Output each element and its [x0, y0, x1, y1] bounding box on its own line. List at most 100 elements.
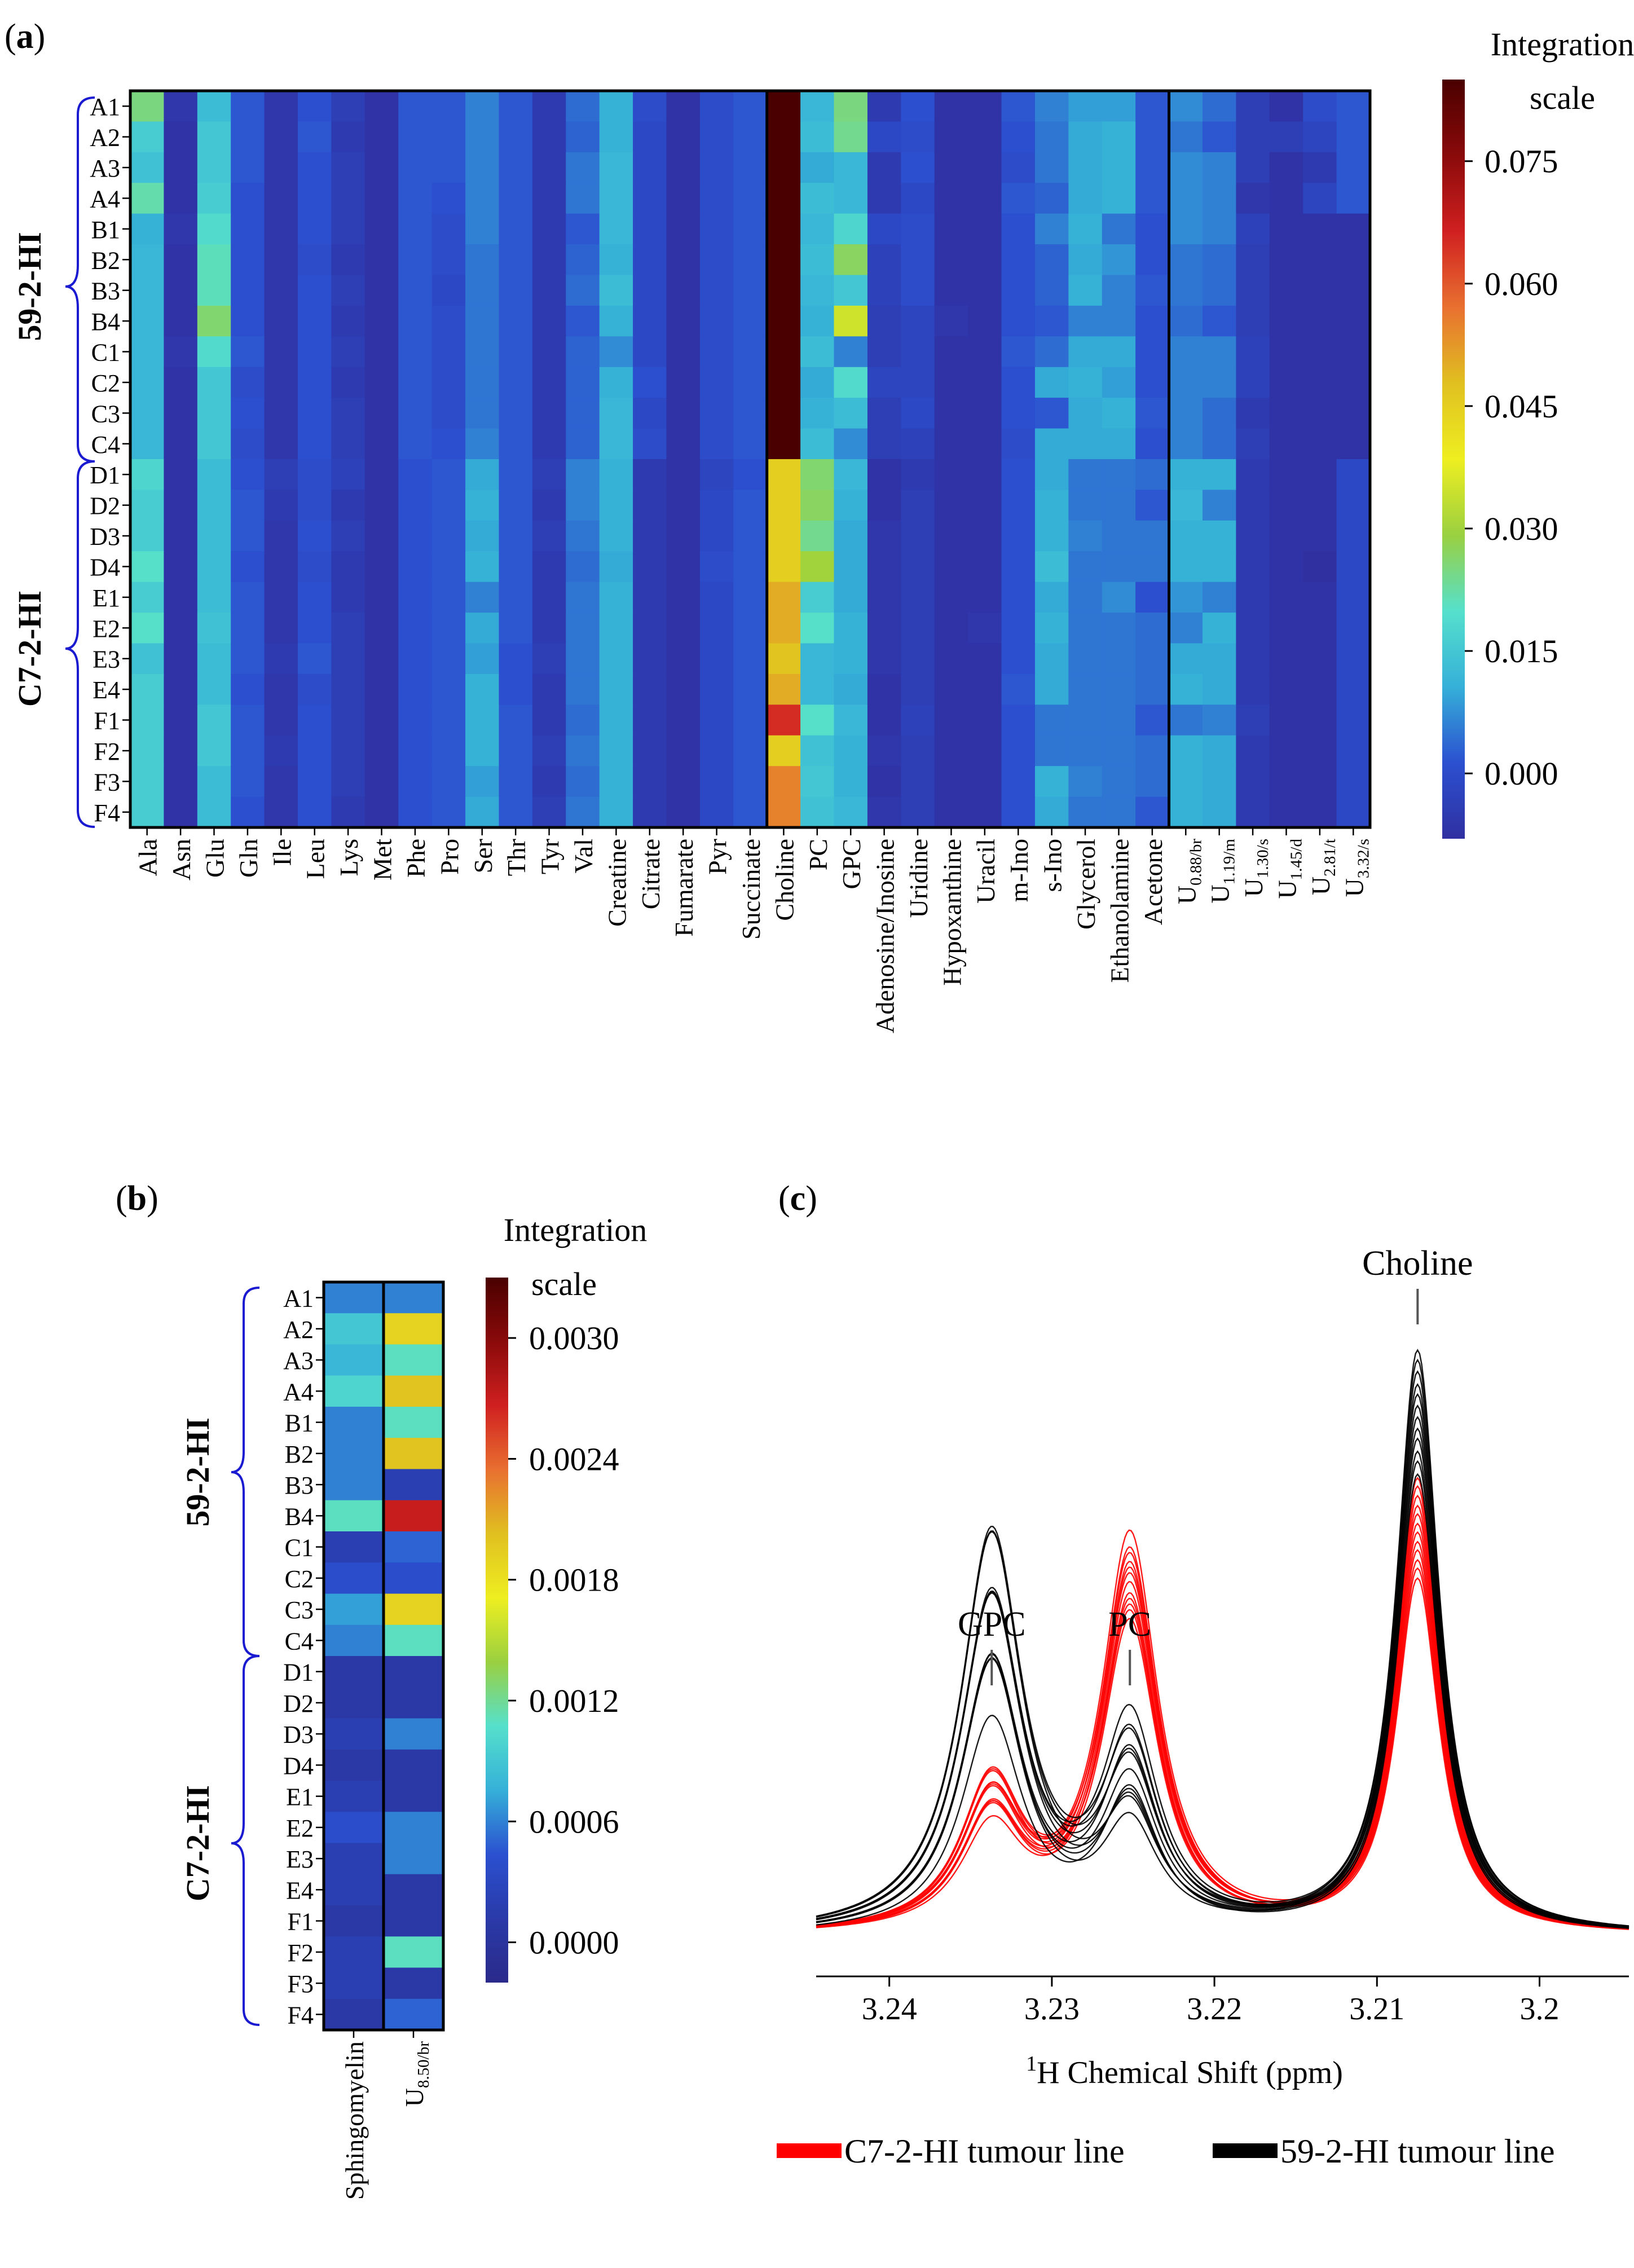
heatmap-a-cell — [532, 704, 566, 736]
colorbar-tick-label: 0.045 — [1485, 388, 1558, 425]
heatmap-a-cell — [1102, 121, 1136, 153]
column-label: Gln — [234, 839, 263, 878]
heatmap-a-cell — [968, 704, 1002, 736]
heatmap-a-cell — [1202, 336, 1237, 368]
heatmap-a-cell — [834, 305, 868, 337]
heatmap-a-cell — [1169, 704, 1203, 736]
heatmap-a-cell — [834, 244, 868, 276]
heatmap-a-cell — [733, 275, 768, 306]
heatmap-a-column-labels: Ala Asn Glu Gln Ile Leu Lys Met Phe Pro Ser Thr Tyr V… — [134, 827, 1372, 1033]
heatmap-a-cell — [499, 673, 533, 706]
heatmap-a-cell — [1269, 244, 1303, 276]
heatmap-a-cell — [1034, 766, 1069, 798]
spectrum-line — [816, 1437, 1629, 1928]
heatmap-a-cell — [1001, 766, 1036, 798]
heatmap-a-cell — [1202, 91, 1237, 122]
heatmap-a-cell — [231, 428, 265, 460]
heatmap-a-cell — [1068, 735, 1103, 767]
heatmap-a-cell — [264, 613, 298, 644]
heatmap-a-cell — [666, 796, 701, 828]
heatmap-a-cell — [699, 367, 734, 398]
heatmap-a-cell — [1135, 336, 1170, 368]
heatmap-a-cell — [1135, 613, 1170, 644]
heatmap-a-cell — [767, 735, 801, 767]
heatmap-a-cell — [800, 398, 835, 429]
column-label: Thr — [502, 839, 531, 876]
heatmap-a-cell — [901, 121, 935, 153]
heatmap-a-cell — [1034, 213, 1069, 245]
heatmap-a-cell — [431, 490, 466, 521]
heatmap-a-cell — [733, 459, 768, 491]
heatmap-a-cell — [666, 213, 701, 245]
column-label: Val — [569, 839, 598, 873]
heatmap-a-cell — [1102, 582, 1136, 613]
heatmap-a-cell — [499, 275, 533, 306]
row-label: A1 — [283, 1285, 314, 1313]
heatmap-a-cell — [1236, 766, 1270, 798]
heatmap-a-cell — [130, 766, 165, 798]
column-label: Ethanolamine — [1105, 839, 1134, 983]
heatmap-a-cell — [499, 398, 533, 429]
heatmap-a-cell — [1202, 183, 1237, 214]
heatmap-a-cell — [197, 582, 231, 613]
heatmap-a-cell — [1336, 673, 1371, 706]
heatmap-a-cell — [1068, 336, 1103, 368]
heatmap-a-cell — [164, 766, 198, 798]
heatmap-a-cell — [1236, 367, 1270, 398]
heatmap-a-cell — [1001, 183, 1036, 214]
heatmap-b-cell — [324, 1843, 384, 1875]
heatmap-a-cell — [1068, 613, 1103, 644]
heatmap-a-cell — [599, 336, 633, 368]
heatmap-a-cell — [1202, 152, 1237, 183]
heatmap-a-cell — [901, 673, 935, 706]
heatmap-b-cells — [324, 1282, 444, 2031]
heatmap-a-cell — [398, 213, 433, 245]
colorbar-tick-label: 0.0024 — [529, 1441, 619, 1477]
heatmap-a-cell — [934, 766, 968, 798]
heatmap-a-cell — [834, 275, 868, 306]
heatmap-a-cell — [1236, 398, 1270, 429]
heatmap-a-cell — [331, 428, 365, 460]
heatmap-a-cell — [1034, 582, 1069, 613]
heatmap-a-cell — [968, 796, 1002, 828]
heatmap-a-cell — [130, 244, 165, 276]
heatmap-a-cell — [1102, 428, 1136, 460]
heatmap-a-cell — [130, 704, 165, 736]
heatmap-a-cell — [767, 183, 801, 214]
heatmap-a-cell — [532, 152, 566, 183]
heatmap-a-cell — [298, 183, 332, 214]
heatmap-a-cell — [699, 305, 734, 337]
heatmap-a-cell — [1236, 673, 1270, 706]
heatmap-a-cell — [499, 367, 533, 398]
heatmap-a-cell — [1269, 673, 1303, 706]
row-label: D3 — [90, 523, 120, 551]
heatmap-b-cell — [324, 1438, 384, 1470]
heatmap-a-cell — [264, 704, 298, 736]
heatmap-a-cell — [298, 520, 332, 552]
heatmap-a-cell — [197, 305, 231, 337]
heatmap-a-cell — [867, 796, 902, 828]
column-label: Adenosine/Inosine — [871, 839, 900, 1033]
heatmap-b-cell — [384, 1282, 444, 1314]
heatmap-a-cell — [164, 398, 198, 429]
heatmap-a-cell — [566, 91, 600, 122]
heatmap-a-cell — [1336, 398, 1371, 429]
column-label: U8.50/br — [400, 2041, 433, 2107]
row-label: C4 — [91, 431, 120, 459]
heatmap-a-cell — [431, 244, 466, 276]
x-tick-label: 3.24 — [862, 1992, 917, 2027]
heatmap-a-cell — [1269, 766, 1303, 798]
row-label: B2 — [285, 1441, 314, 1468]
heatmap-a-cell — [264, 275, 298, 306]
heatmap-a-cell — [465, 183, 500, 214]
heatmap-a-cell — [566, 398, 600, 429]
heatmap-a-cell — [767, 152, 801, 183]
spectrum-line — [816, 1370, 1629, 1927]
heatmap-b-cell — [384, 1656, 444, 1688]
heatmap-a-cell — [1068, 796, 1103, 828]
heatmap-a-cell — [532, 367, 566, 398]
heatmap-a-cell — [197, 428, 231, 460]
heatmap-a-cell — [934, 183, 968, 214]
heatmap-a-cell — [465, 582, 500, 613]
heatmap-a-cell — [532, 643, 566, 675]
